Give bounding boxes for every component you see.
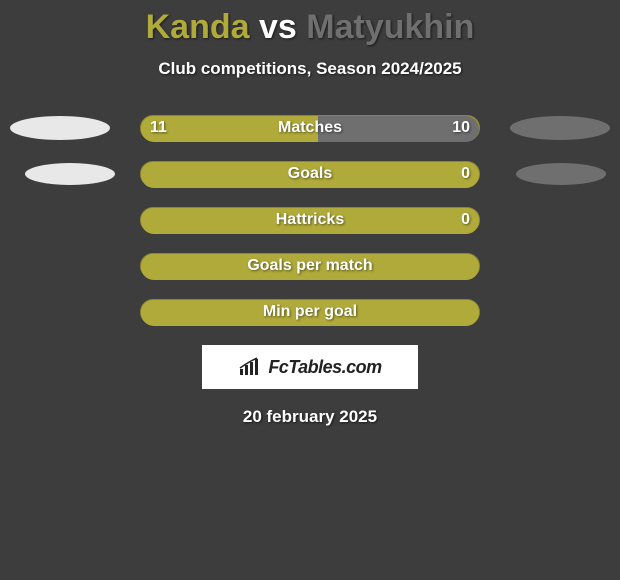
stat-label: Goals per match [140,253,480,279]
stat-row: Goals0 [0,161,620,187]
brand-logo: FcTables.com [202,345,418,389]
stat-label: Goals [140,161,480,187]
player2-ellipse [510,116,610,140]
brand-text: FcTables.com [268,357,381,378]
player1-ellipse [25,163,115,185]
page-title: Kanda vs Matyukhin [0,0,620,47]
stats-comparison-card: Kanda vs Matyukhin Club competitions, Se… [0,0,620,580]
player2-ellipse [516,163,606,185]
stat-value-player2: 0 [461,161,470,187]
stat-value-player1: 11 [150,115,167,141]
player2-name: Matyukhin [306,8,474,46]
stat-row: Goals per match [0,253,620,279]
bar-chart-icon [238,357,262,377]
stat-value-player2: 10 [452,115,470,141]
vs-text: vs [259,8,297,46]
stat-row: Hattricks0 [0,207,620,233]
stat-value-player2: 0 [461,207,470,233]
subtitle: Club competitions, Season 2024/2025 [0,59,620,79]
stat-row: Matches11 10 [0,115,620,141]
stat-label: Min per goal [140,299,480,325]
stat-label: Matches [140,115,480,141]
stat-row: Min per goal [0,299,620,325]
stat-rows: Matches1110Goals0Hattricks0Goals per mat… [0,115,620,325]
date-text: 20 february 2025 [0,407,620,427]
stat-label: Hattricks [140,207,480,233]
player1-ellipse [10,116,110,140]
player1-name: Kanda [146,8,250,46]
